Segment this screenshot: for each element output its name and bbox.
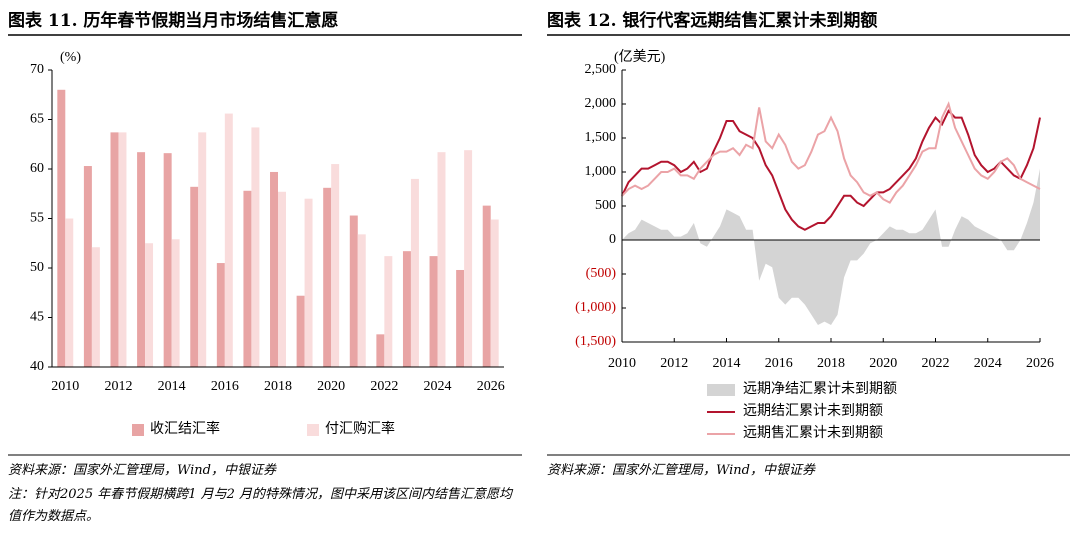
- line: [621, 101, 1041, 204]
- y-tick-label: 1,000: [585, 164, 617, 179]
- x-tick-label: 2014: [713, 356, 741, 371]
- bar: [137, 152, 146, 367]
- bar: [163, 153, 172, 367]
- bar: [429, 256, 438, 367]
- x-tick-label: 2026: [477, 379, 505, 394]
- x-tick-label: 2012: [104, 379, 132, 394]
- x-tick-label: 2010: [608, 356, 636, 371]
- bar: [145, 243, 154, 367]
- y-tick-label: 60: [30, 161, 44, 176]
- x-tick-label: 2014: [158, 379, 186, 394]
- x-tick-label: 2024: [424, 379, 452, 394]
- x-tick-label: 2024: [974, 356, 1002, 371]
- source: 资料来源：国家外汇管理局，Wind，中银证券: [547, 463, 815, 478]
- bar: [251, 127, 260, 367]
- bar: [402, 251, 411, 367]
- bar: [304, 198, 313, 367]
- area: [622, 168, 1040, 325]
- bar: [331, 164, 340, 367]
- bar: [296, 295, 305, 367]
- source: 资料来源：国家外汇管理局，Wind，中银证券: [8, 463, 276, 478]
- bar: [224, 113, 233, 367]
- bar: [198, 132, 207, 367]
- y-tick-label: (1,500): [575, 334, 616, 349]
- chart-title: 图表 12. 银行代客远期结售汇累计未到期额: [547, 11, 878, 31]
- bar: [384, 256, 393, 367]
- unit-label: (亿美元): [614, 49, 666, 65]
- bar: [110, 132, 119, 367]
- legend-label: 付汇购汇率: [325, 420, 395, 437]
- legend-label: 远期售汇累计未到期额: [743, 425, 883, 441]
- bar: [65, 218, 74, 367]
- bar: [270, 171, 278, 367]
- x-tick-label: 2010: [51, 379, 79, 394]
- line: [621, 109, 1041, 231]
- y-tick-label: 50: [30, 260, 44, 275]
- legend-label: 远期结汇累计未到期额: [743, 403, 883, 419]
- y-tick-label: (500): [586, 266, 617, 281]
- bar: [357, 234, 366, 367]
- y-tick-label: 65: [30, 112, 44, 127]
- y-tick-label: 55: [30, 211, 44, 226]
- y-tick-label: (1,000): [575, 300, 616, 315]
- bar: [323, 187, 332, 367]
- y-tick-label: 2,000: [585, 96, 617, 111]
- x-tick-label: 2020: [869, 356, 897, 371]
- bar: [91, 247, 100, 367]
- bar: [482, 205, 491, 367]
- x-tick-label: 2020: [317, 379, 345, 394]
- bar: [464, 150, 473, 367]
- bar: [376, 334, 385, 367]
- bar: [349, 215, 358, 367]
- bar: [243, 190, 252, 367]
- bar: [171, 239, 180, 367]
- bar: [490, 219, 499, 367]
- bar: [57, 89, 66, 368]
- bar: [278, 191, 286, 367]
- y-tick-label: 40: [30, 359, 44, 374]
- note: 注：针对2025 年春节假期横跨1 月与2 月的特殊情况，图中采用该区间内结售汇…: [8, 487, 513, 524]
- legend-label: 远期净结汇累计未到期额: [743, 381, 897, 397]
- y-tick-label: 45: [30, 310, 44, 325]
- bar: [410, 178, 419, 367]
- bar: [83, 166, 92, 367]
- legend-label: 收汇结汇率: [150, 420, 220, 437]
- x-tick-label: 2018: [817, 356, 845, 371]
- x-tick-label: 2016: [765, 356, 793, 371]
- legend-swatch: [707, 384, 735, 396]
- bar: [456, 269, 465, 367]
- y-tick-label: 70: [30, 62, 44, 77]
- bar: [216, 263, 225, 367]
- unit-label: (%): [60, 50, 81, 65]
- x-tick-label: 2022: [370, 379, 398, 394]
- chart-title: 图表 11. 历年春节假期当月市场结售汇意愿: [8, 11, 339, 31]
- y-tick-label: 500: [595, 198, 616, 213]
- legend-swatch: [132, 424, 144, 436]
- y-tick-label: 0: [609, 232, 616, 247]
- bar: [190, 186, 199, 367]
- x-tick-label: 2026: [1026, 356, 1054, 371]
- bar: [118, 132, 127, 367]
- x-tick-label: 2012: [660, 356, 688, 371]
- x-tick-label: 2022: [922, 356, 950, 371]
- y-tick-label: 2,500: [585, 62, 617, 77]
- bar: [437, 152, 446, 367]
- x-tick-label: 2016: [211, 379, 239, 394]
- x-tick-label: 2018: [264, 379, 292, 394]
- y-tick-label: 1,500: [585, 130, 617, 145]
- legend-swatch: [307, 424, 319, 436]
